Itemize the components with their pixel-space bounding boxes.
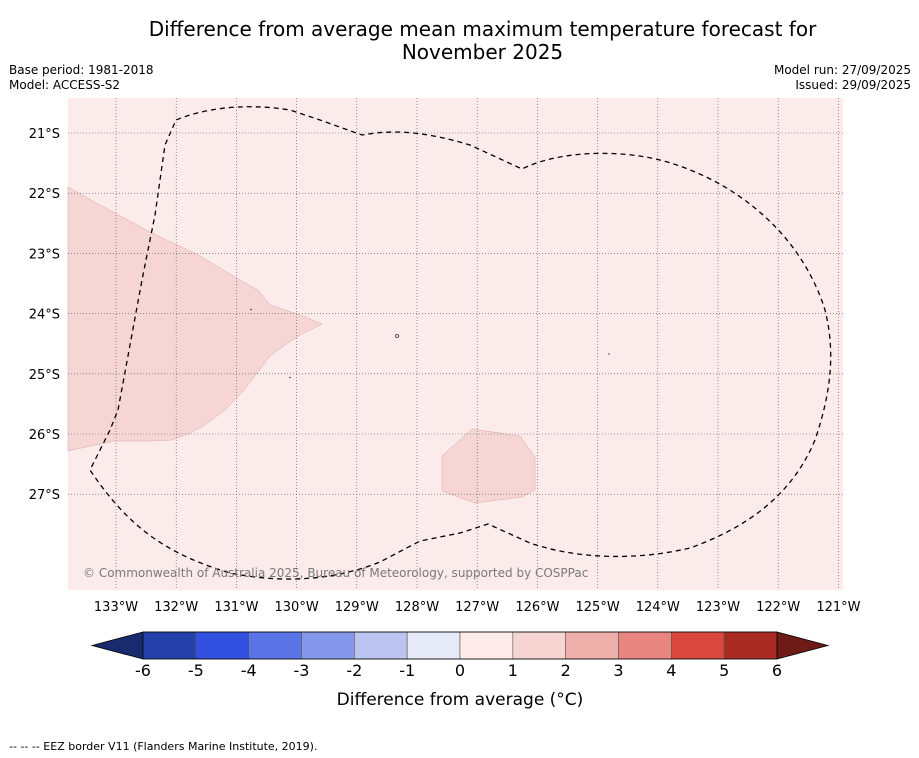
- colorbar-segment: [142, 631, 197, 660]
- colorbar-tick-label: -4: [241, 661, 257, 680]
- title-line-2: November 2025: [401, 40, 564, 64]
- colorbar-tick-label: -5: [188, 661, 204, 680]
- model-name: Model: ACCESS-S2: [9, 78, 121, 92]
- colorbar-tick-label: 4: [666, 661, 676, 680]
- colorbar-segment: [354, 631, 408, 660]
- colorbar-segment: [618, 631, 672, 660]
- longitude-label: 129°W: [335, 600, 379, 615]
- colorbar-segment: [565, 631, 619, 660]
- island-marker: [249, 308, 253, 311]
- chart-title: Difference from average mean maximum tem…: [0, 18, 919, 64]
- colorbar-segment: [301, 631, 355, 660]
- anomaly-region-central: [441, 428, 536, 504]
- longitude-label: 131°W: [214, 600, 258, 615]
- longitude-label: 132°W: [154, 600, 198, 615]
- latitude-label: 24°S: [29, 308, 60, 323]
- latitude-label: 22°S: [29, 187, 60, 202]
- longitude-label: 125°W: [576, 600, 620, 615]
- meta-left: Base period: 1981-2018 Model: ACCESS-S2: [9, 63, 154, 93]
- longitude-label: 123°W: [696, 600, 740, 615]
- colorbar-segment: [406, 631, 461, 660]
- eez-border: [89, 106, 832, 580]
- longitude-label: 122°W: [756, 600, 800, 615]
- colorbar-segment: [459, 631, 514, 660]
- colorbar-frame: [142, 631, 778, 660]
- latitude-label: 26°S: [29, 428, 60, 443]
- colorbar-segment: [195, 631, 249, 660]
- longitude-label: 128°W: [395, 600, 439, 615]
- colorbar: -6 -5 -4 -3 -2 -1 0 1 2 3 4 5 6: [90, 631, 830, 680]
- colorbar-tick-label: 3: [613, 661, 623, 680]
- colorbar-title: Difference from average (°C): [337, 690, 584, 710]
- island-marker: [288, 376, 292, 379]
- copyright-notice: © Commonwealth of Australia 2025, Bureau…: [83, 566, 588, 580]
- longitude-label: 121°W: [816, 600, 860, 615]
- colorbar-low-extend: [90, 631, 144, 660]
- base-period: Base period: 1981-2018: [9, 63, 154, 77]
- colorbar-segment: [512, 631, 566, 660]
- longitude-gridlines: [115, 98, 839, 590]
- meta-right: Model run: 27/09/2025 Issued: 29/09/2025: [774, 63, 911, 93]
- colorbar-tick-label: 0: [455, 661, 465, 680]
- island-marker: [395, 334, 399, 338]
- longitude-label: 130°W: [275, 600, 319, 615]
- longitude-labels: 133°W 132°W 131°W 130°W 129°W 128°W 127°W 126°W…: [94, 600, 861, 615]
- eez-legend-note: -- -- -- EEZ border V11 (Flanders Marine…: [9, 740, 318, 753]
- colorbar-tick-label: -1: [399, 661, 415, 680]
- colorbar-tick-label: -3: [294, 661, 310, 680]
- colorbar-tick-label: 1: [508, 661, 518, 680]
- latitude-labels: 21°S 22°S 23°S 24°S 25°S 26°S 27°S: [29, 127, 60, 503]
- colorbar-segment: [723, 631, 778, 660]
- colorbar-tick-label: 5: [719, 661, 729, 680]
- issued-date: Issued: 29/09/2025: [795, 78, 911, 92]
- longitude-label: 124°W: [636, 600, 680, 615]
- model-run: Model run: 27/09/2025: [773, 63, 911, 77]
- colorbar-tick-label: -2: [346, 661, 362, 680]
- colorbar-segment: [248, 631, 302, 660]
- longitude-label: 126°W: [515, 600, 559, 615]
- title-line-1: Difference from average mean maximum tem…: [148, 17, 817, 41]
- latitude-label: 21°S: [29, 127, 60, 142]
- colorbar-tick-label: 6: [772, 661, 782, 680]
- latitude-gridlines: [68, 132, 843, 495]
- island-markers: [249, 308, 610, 379]
- anomaly-region-west: [67, 186, 323, 452]
- colorbar-tick-label: -6: [135, 661, 151, 680]
- latitude-label: 27°S: [29, 488, 60, 503]
- colorbar-segment: [671, 631, 725, 660]
- colorbar-high-extend: [776, 631, 830, 660]
- longitude-label: 127°W: [455, 600, 499, 615]
- longitude-label: 133°W: [94, 600, 138, 615]
- colorbar-tick-label: 2: [561, 661, 571, 680]
- latitude-label: 23°S: [29, 247, 60, 262]
- latitude-label: 25°S: [29, 368, 60, 383]
